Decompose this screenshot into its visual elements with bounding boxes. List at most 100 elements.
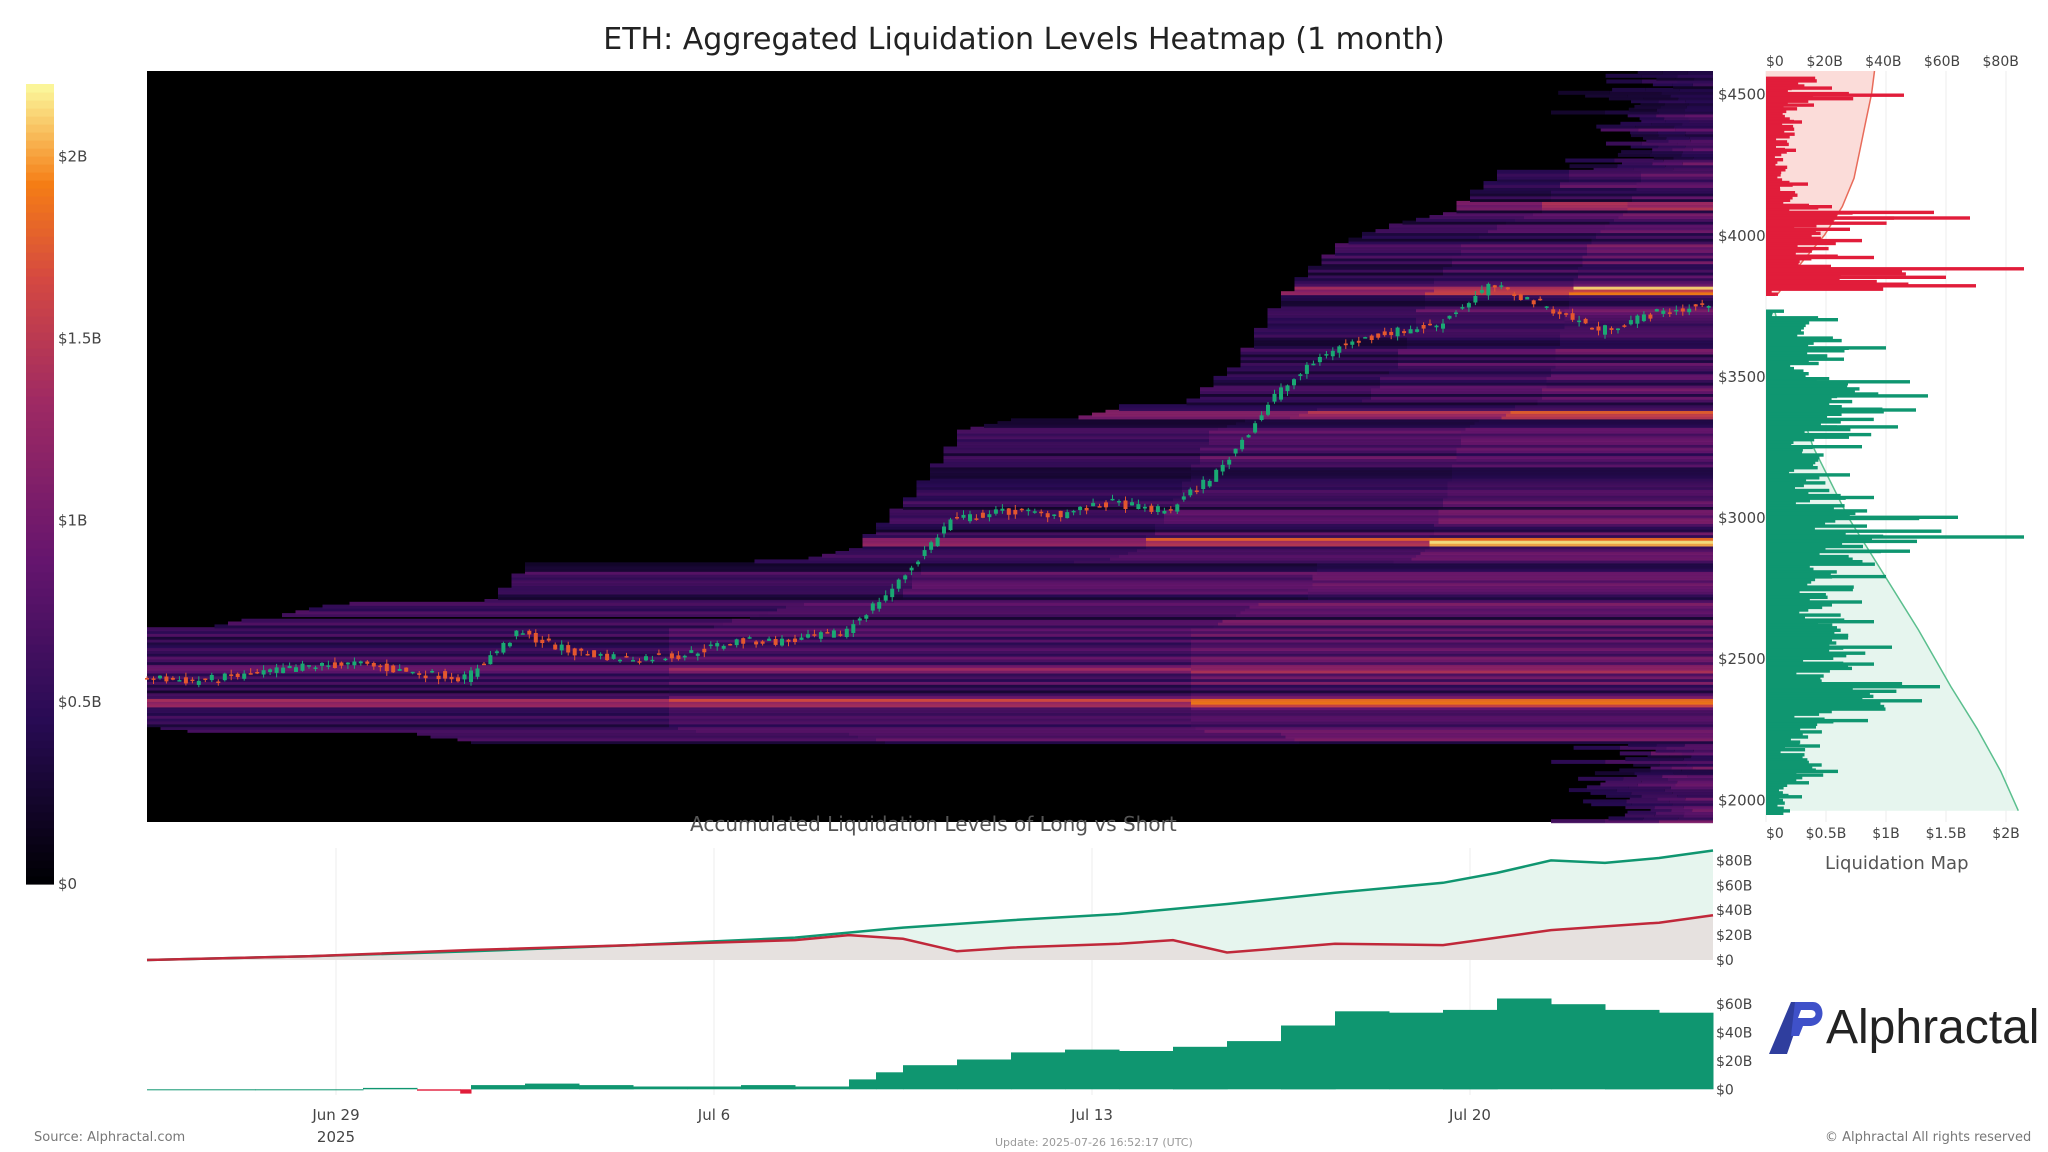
heatmap-band <box>1191 700 1713 705</box>
price-candle <box>482 663 486 666</box>
colorbar-segment <box>26 92 54 101</box>
heatmap-band <box>669 644 1191 649</box>
heatmap-band <box>903 503 1173 507</box>
heatmap-band <box>1558 90 1610 95</box>
heatmap-band <box>511 579 912 584</box>
heatmap-band <box>1479 418 1713 423</box>
short-liquidation-bar <box>1766 79 1817 83</box>
heatmap-band <box>1407 333 1560 338</box>
price-candle <box>1207 480 1212 487</box>
heatmap-band <box>147 644 669 649</box>
heatmap-band <box>1578 271 1713 276</box>
heatmap-band <box>147 663 669 668</box>
price-candle <box>507 642 512 647</box>
long-liquidation-bar <box>1766 636 1849 640</box>
price-candle <box>1330 350 1335 357</box>
heatmap-band <box>1569 169 1641 174</box>
long-liquidation-bar <box>1766 483 1804 488</box>
heatmap-band <box>916 488 1182 493</box>
long-liquidation-bar <box>1766 783 1788 787</box>
heatmap-band <box>1672 82 1693 87</box>
colorbar-segment <box>26 524 54 533</box>
price-candle <box>1428 323 1432 326</box>
long-liquidation-bar <box>1766 366 1794 371</box>
long-liquidation-bar <box>1766 595 1828 599</box>
long-liquidation-bar <box>1766 460 1816 465</box>
source-label: Source: Alphractal.com <box>34 1130 186 1145</box>
long-liquidation-bar <box>1766 631 1835 635</box>
colorbar-segment <box>26 756 54 765</box>
long-liquidation-bar <box>1766 443 1792 447</box>
heatmap-band <box>1398 361 1556 366</box>
price-candle <box>1201 479 1206 489</box>
heatmap-band <box>1308 271 1443 276</box>
heatmap-band <box>1456 457 1713 462</box>
price-candle <box>1285 385 1290 392</box>
heatmap-band <box>1200 395 1371 400</box>
heatmap-band <box>1281 291 1425 296</box>
heatmap-band <box>1628 107 1657 112</box>
heatmap-band <box>525 565 921 570</box>
heatmap-band <box>1693 82 1713 87</box>
short-liquidation-bar <box>1766 175 1778 180</box>
map-bottom-tick-label: $0 <box>1766 826 1784 842</box>
long-liquidation-bar <box>1766 685 1940 689</box>
price-candle <box>702 648 707 653</box>
price-candle <box>235 673 240 677</box>
heatmap-band <box>1236 421 1475 426</box>
short-liquidation-bar <box>1766 224 1817 228</box>
heatmap-band <box>1694 76 1713 81</box>
alphractal-logo-icon <box>1769 1002 1823 1054</box>
short-liquidation-bar <box>1766 132 1795 136</box>
long-liquidation-bar <box>1766 778 1797 782</box>
heatmap-band <box>1641 793 1678 798</box>
heatmap-band <box>835 551 1128 555</box>
heatmap-band <box>669 683 1191 688</box>
heatmap-band <box>1308 274 1443 279</box>
heatmap-band <box>669 714 1191 719</box>
heatmap-band <box>1664 102 1689 107</box>
heatmap-band <box>1673 155 1694 160</box>
heatmap-band <box>1434 525 1713 530</box>
heatmap-band <box>1591 802 1632 807</box>
heatmap-band <box>669 647 1191 651</box>
heatmap-band <box>1191 686 1713 691</box>
long-liquidation-bar <box>1766 521 1826 526</box>
colorbar-segment <box>26 660 54 669</box>
long-liquidation-bar <box>1766 481 1826 485</box>
heatmap-band <box>1335 246 1461 250</box>
heatmap-band <box>1155 531 1434 536</box>
price-candle <box>1460 307 1465 309</box>
heatmap-band <box>1420 551 1713 555</box>
heatmap-band <box>1656 810 1685 815</box>
heatmap-band <box>1398 364 1556 369</box>
heatmap-band <box>147 680 669 685</box>
price-candle <box>1317 357 1322 363</box>
colorbar-segment <box>26 180 54 189</box>
heatmap-band <box>1622 161 1653 166</box>
heatmap-band <box>1650 751 1682 756</box>
heatmap-band <box>1658 144 1686 149</box>
heatmap-band <box>1627 206 1713 211</box>
price-candle <box>1544 306 1549 308</box>
heatmap-band <box>511 576 912 581</box>
heatmap-band <box>669 632 1191 637</box>
heatmap-band <box>930 469 1191 474</box>
price-candle <box>190 679 195 682</box>
heatmap-band <box>1470 192 1551 197</box>
heatmap-band <box>1191 714 1713 719</box>
price-candle <box>520 633 525 635</box>
price-candle <box>598 653 603 656</box>
long-liquidation-bar <box>1766 473 1850 477</box>
heatmap-band <box>1218 426 1466 431</box>
heatmap-band <box>1596 231 1713 236</box>
heatmap-band <box>1452 257 1583 262</box>
heatmap-band <box>1627 113 1657 118</box>
heatmap-band <box>1656 107 1685 112</box>
long-liquidation-bar <box>1766 435 1849 439</box>
heatmap-band <box>903 596 1308 601</box>
colorbar-segment <box>26 588 54 597</box>
price-candle <box>864 615 869 619</box>
colorbar-segment <box>26 100 54 109</box>
